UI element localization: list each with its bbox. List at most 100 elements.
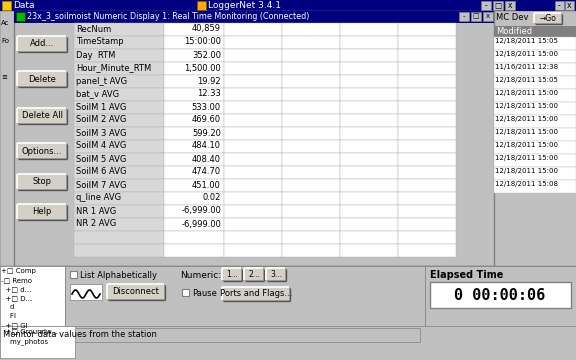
Text: 469.60: 469.60: [192, 116, 221, 125]
Bar: [164, 244, 224, 257]
Text: my_photos: my_photos: [1, 338, 48, 345]
Text: SoilM 6 AVG: SoilM 6 AVG: [76, 167, 127, 176]
Bar: [340, 153, 398, 166]
Bar: [398, 36, 456, 49]
Bar: [282, 127, 340, 140]
Bar: [164, 49, 224, 62]
Bar: [555, 1, 564, 10]
Text: Monitor data values from the station: Monitor data values from the station: [3, 330, 157, 339]
Bar: [224, 36, 282, 49]
Bar: [0, 266, 65, 326]
Text: Disconnect: Disconnect: [112, 288, 160, 297]
Bar: [398, 244, 456, 257]
Bar: [224, 49, 282, 62]
Text: 12/18/2011 15:00: 12/18/2011 15:00: [495, 90, 558, 96]
Bar: [0, 0, 576, 11]
Bar: [224, 153, 282, 166]
Bar: [282, 62, 340, 75]
Text: +□ Groundw...: +□ Groundw...: [1, 328, 58, 334]
Bar: [224, 179, 282, 192]
Text: 15:00:00: 15:00:00: [184, 37, 221, 46]
Text: 12/18/2011 15:00: 12/18/2011 15:00: [495, 155, 558, 161]
Bar: [398, 166, 456, 179]
Text: 12/18/2011 15:00: 12/18/2011 15:00: [495, 129, 558, 135]
Bar: [70, 271, 77, 278]
Bar: [164, 62, 224, 75]
Text: Ac: Ac: [1, 20, 9, 26]
Text: Delete: Delete: [28, 75, 56, 84]
Text: 2...: 2...: [248, 270, 260, 279]
Text: 1,500.00: 1,500.00: [184, 63, 221, 72]
Bar: [471, 12, 481, 21]
Text: -6,999.00: -6,999.00: [181, 207, 221, 216]
Bar: [224, 127, 282, 140]
Text: Ports and Flags...: Ports and Flags...: [220, 289, 292, 298]
Bar: [17, 143, 67, 159]
Text: 12/18/2011 15:05: 12/18/2011 15:05: [495, 77, 558, 83]
Bar: [494, 63, 576, 76]
Text: 0.02: 0.02: [203, 194, 221, 202]
Bar: [16, 12, 25, 21]
Bar: [74, 205, 164, 218]
Text: -: -: [463, 13, 465, 19]
Bar: [282, 244, 340, 257]
Bar: [74, 49, 164, 62]
Bar: [164, 23, 224, 36]
Bar: [164, 205, 224, 218]
Bar: [494, 26, 576, 37]
Bar: [340, 62, 398, 75]
Text: Day  RTM: Day RTM: [76, 50, 115, 59]
Bar: [494, 115, 576, 128]
Bar: [494, 180, 576, 193]
Bar: [74, 166, 164, 179]
Bar: [266, 268, 286, 281]
Text: Stop: Stop: [32, 177, 51, 186]
Text: RecNum: RecNum: [76, 24, 111, 33]
Bar: [340, 140, 398, 153]
Text: panel_t AVG: panel_t AVG: [76, 77, 127, 85]
Bar: [494, 76, 576, 89]
Bar: [494, 50, 576, 63]
Bar: [565, 1, 574, 10]
Bar: [17, 204, 67, 220]
Bar: [340, 244, 398, 257]
Bar: [340, 49, 398, 62]
Bar: [0, 328, 420, 342]
Bar: [398, 179, 456, 192]
Bar: [282, 36, 340, 49]
Text: Fo: Fo: [1, 38, 9, 44]
Bar: [398, 218, 456, 231]
Text: +□ D...: +□ D...: [1, 295, 32, 301]
Bar: [494, 102, 576, 115]
Bar: [430, 282, 571, 308]
Bar: [398, 192, 456, 205]
Bar: [494, 128, 576, 141]
Bar: [282, 88, 340, 101]
Bar: [0, 11, 14, 266]
Bar: [398, 62, 456, 75]
Text: □: □: [494, 1, 502, 10]
Bar: [282, 192, 340, 205]
Bar: [398, 205, 456, 218]
Bar: [224, 101, 282, 114]
Text: SoilM 3 AVG: SoilM 3 AVG: [76, 129, 127, 138]
Bar: [483, 12, 493, 21]
Bar: [282, 140, 340, 153]
Bar: [425, 266, 576, 326]
Bar: [74, 62, 164, 75]
Bar: [224, 62, 282, 75]
Text: x: x: [567, 1, 572, 10]
Bar: [197, 1, 206, 10]
Text: □: □: [473, 13, 479, 19]
Bar: [164, 36, 224, 49]
Text: 3...: 3...: [270, 270, 282, 279]
Bar: [74, 127, 164, 140]
Bar: [340, 218, 398, 231]
Bar: [164, 218, 224, 231]
Bar: [340, 127, 398, 140]
Bar: [17, 36, 67, 52]
Bar: [17, 174, 67, 190]
Text: Modified: Modified: [496, 27, 532, 36]
Bar: [340, 166, 398, 179]
Bar: [282, 114, 340, 127]
